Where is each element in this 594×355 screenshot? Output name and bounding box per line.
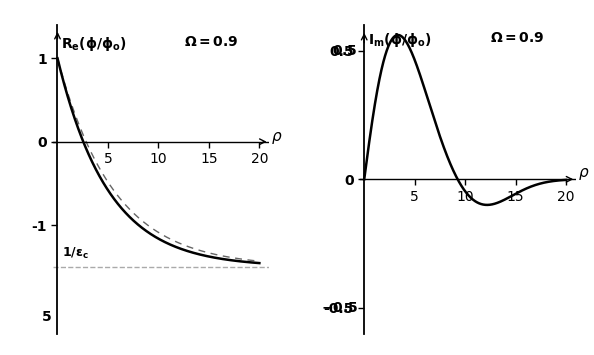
- Text: $\rho$: $\rho$: [578, 166, 590, 182]
- Text: $\mathbf{R_e(\phi/\phi_o)}$: $\mathbf{R_e(\phi/\phi_o)}$: [61, 35, 127, 53]
- Text: $\rho$: $\rho$: [271, 130, 283, 146]
- Text: $\mathbf{1/\epsilon_c}$: $\mathbf{1/\epsilon_c}$: [62, 246, 89, 261]
- Text: $\mathbf{0.5}$: $\mathbf{0.5}$: [333, 44, 358, 58]
- Text: $\mathbf{\Omega = 0.9}$: $\mathbf{\Omega = 0.9}$: [491, 31, 545, 45]
- Text: $\mathbf{\Omega = 0.9}$: $\mathbf{\Omega = 0.9}$: [184, 35, 238, 49]
- Text: $\mathbf{-0.5}$: $\mathbf{-0.5}$: [321, 301, 358, 315]
- Text: $\mathbf{5}$: $\mathbf{5}$: [41, 310, 52, 324]
- Text: $\mathbf{I_m(\phi/\phi_o)}$: $\mathbf{I_m(\phi/\phi_o)}$: [368, 31, 431, 49]
